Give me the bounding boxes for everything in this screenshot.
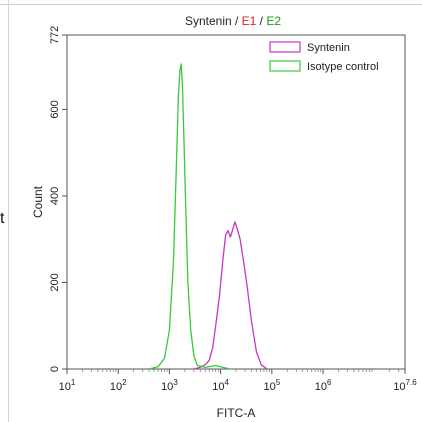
legend-swatch-1 bbox=[269, 60, 301, 72]
chart-title: Syntenin / E1 / E2 bbox=[185, 14, 281, 28]
plot-area bbox=[66, 34, 406, 370]
legend-swatch-0 bbox=[269, 41, 301, 53]
x-tick-label-4: 105 bbox=[263, 378, 280, 393]
x-axis-label: FITC-A bbox=[217, 406, 256, 420]
x-tick-exp-1: 2 bbox=[122, 378, 127, 387]
x-tick-exp-0: 1 bbox=[71, 378, 76, 387]
y-tick-label-600: 600 bbox=[49, 100, 61, 118]
series-line-syntenin bbox=[193, 221, 268, 370]
left-border bbox=[8, 0, 9, 422]
legend: Syntenin Isotype control bbox=[269, 41, 379, 73]
legend-label-1: Isotype control bbox=[307, 61, 379, 73]
x-tick-label-3: 104 bbox=[212, 378, 229, 393]
x-tick-exp-3: 4 bbox=[225, 378, 230, 387]
y-tick-label-772: 772 bbox=[49, 26, 61, 44]
page-text-fragment: t bbox=[0, 210, 5, 227]
x-tick-base-2: 10 bbox=[161, 381, 173, 393]
series-line-isotype-control bbox=[148, 63, 230, 370]
x-tick-exp-2: 3 bbox=[173, 378, 178, 387]
title-part-0: Syntenin / bbox=[185, 14, 242, 28]
x-tick-base-5: 10 bbox=[315, 381, 327, 393]
series-layer bbox=[148, 63, 268, 370]
y-tick-label-200: 200 bbox=[49, 273, 61, 291]
x-tick-label-2: 103 bbox=[161, 378, 178, 393]
x-tick-base-6: 10 bbox=[393, 381, 405, 393]
x-tick-base-4: 10 bbox=[263, 381, 275, 393]
x-tick-base-3: 10 bbox=[212, 381, 224, 393]
y-tick-label-0: 0 bbox=[49, 366, 61, 372]
x-axis: 101 102 103 104 105 106 107.6 bbox=[59, 369, 417, 393]
y-tick-label-400: 400 bbox=[49, 187, 61, 205]
x-tick-exp-4: 5 bbox=[276, 378, 281, 387]
title-part-3: E2 bbox=[266, 14, 281, 28]
top-border bbox=[0, 4, 422, 5]
y-axis: 0 200 400 600 772 bbox=[49, 26, 67, 372]
x-tick-exp-6: 7.6 bbox=[406, 378, 418, 387]
title-part-2: / bbox=[256, 14, 266, 28]
x-tick-base-0: 10 bbox=[59, 381, 71, 393]
x-tick-label-5: 106 bbox=[315, 378, 332, 393]
x-tick-label-1: 102 bbox=[110, 378, 127, 393]
legend-label-0: Syntenin bbox=[307, 42, 350, 54]
title-part-1: E1 bbox=[242, 14, 257, 28]
x-tick-label-0: 101 bbox=[59, 378, 76, 393]
x-tick-exp-5: 6 bbox=[327, 378, 332, 387]
x-tick-base-1: 10 bbox=[110, 381, 122, 393]
x-tick-label-6: 107.6 bbox=[393, 378, 417, 393]
y-axis-label: Count bbox=[31, 185, 45, 218]
